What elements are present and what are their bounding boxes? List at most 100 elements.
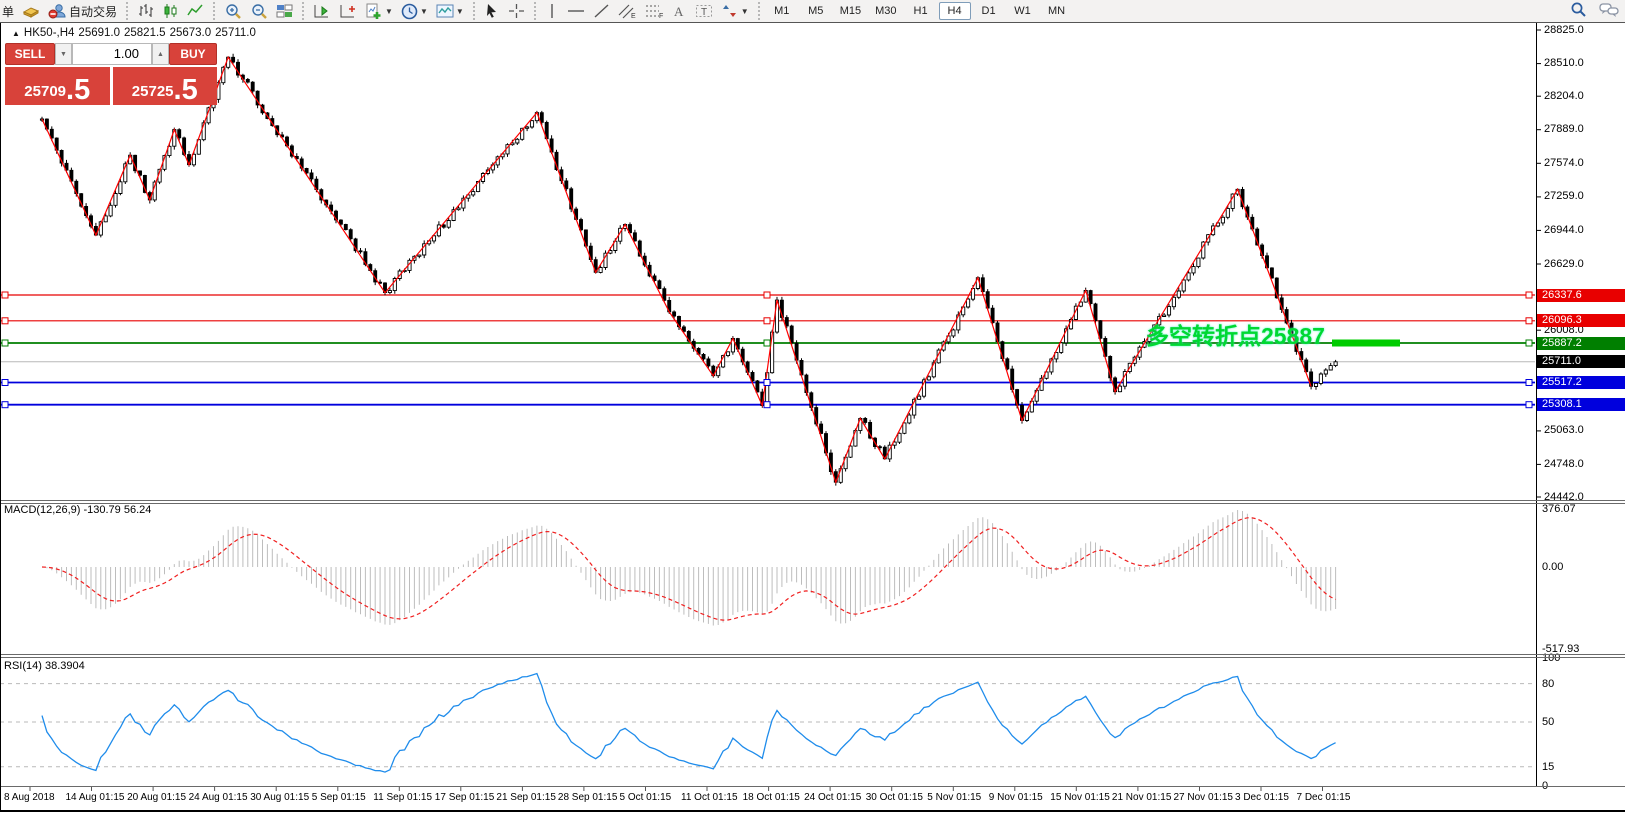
line-handle[interactable] <box>1525 401 1533 409</box>
history-center-icon[interactable] <box>18 1 44 21</box>
line-handle[interactable] <box>1 291 9 299</box>
auto-trading-button[interactable]: 自动交易 <box>44 1 121 21</box>
time-axis-label: 3 Dec 01:15 <box>1235 792 1289 803</box>
search-icon[interactable] <box>1570 1 1587 21</box>
timeframe-button-MN[interactable]: MN <box>1047 5 1066 17</box>
volume-down-button[interactable]: ▼ <box>55 43 72 65</box>
horizontal-line-tool[interactable] <box>563 1 589 21</box>
line-handle[interactable] <box>763 339 771 347</box>
timeframe-button-H4[interactable]: H4 <box>938 2 971 20</box>
line-handle[interactable] <box>763 291 771 299</box>
macd-label: MACD(12,26,9) -130.79 56.24 <box>4 504 152 516</box>
time-axis-label: 30 Aug 01:15 <box>250 792 310 803</box>
zoom-out-icon[interactable] <box>246 1 272 21</box>
rsi-label: RSI(14) 38.3904 <box>4 660 85 672</box>
buy-button[interactable]: BUY <box>169 43 217 65</box>
timeframe-button-M30[interactable]: M30 <box>875 5 897 17</box>
line-handle[interactable] <box>1 317 9 325</box>
price-level-tag-26337.6: 26337.6 <box>1537 288 1625 302</box>
candle-wicks <box>41 53 1337 486</box>
pane-divider[interactable] <box>0 657 1625 658</box>
text-tool[interactable]: A <box>668 1 691 21</box>
price-tick-label: 27574.0 <box>1544 156 1584 169</box>
pane-divider[interactable] <box>0 503 1625 504</box>
bull-candles <box>39 56 1338 483</box>
timeframe-button-H1[interactable]: H1 <box>913 5 928 17</box>
new-order-button[interactable]: 单 <box>2 4 15 19</box>
bear-candles <box>44 56 1314 483</box>
timeframe-button-M5[interactable]: M5 <box>808 5 824 17</box>
vertical-line-tool[interactable] <box>541 1 563 21</box>
trendline-tool[interactable] <box>589 1 614 21</box>
time-axis-label: 14 Aug 01:15 <box>65 792 125 803</box>
collapse-trade-panel-icon[interactable]: ▲ <box>12 29 20 38</box>
text-label-tool[interactable]: T <box>691 1 717 21</box>
pane-divider[interactable] <box>0 500 1625 501</box>
auto-scroll-icon[interactable] <box>335 1 361 21</box>
line-handle[interactable] <box>1 339 9 347</box>
line-handle[interactable] <box>1 401 9 409</box>
price-tick-label: 24748.0 <box>1544 457 1584 470</box>
line-handle[interactable] <box>1525 317 1533 325</box>
chat-icon[interactable] <box>1599 2 1619 21</box>
svg-text:T: T <box>701 7 707 18</box>
template-button[interactable]: ▼ <box>432 1 468 21</box>
arrows-tool[interactable]: ▼ <box>717 1 753 21</box>
rsi-scale-label: 15 <box>1542 760 1555 773</box>
line-handle[interactable] <box>763 379 771 386</box>
annotation-text[interactable]: 多空转折点25887 <box>1146 323 1325 349</box>
cursor-icon[interactable] <box>480 1 504 21</box>
equidistant-channel-tool[interactable]: E <box>614 1 641 21</box>
line-handle[interactable] <box>763 401 771 409</box>
line-handle[interactable] <box>763 317 771 325</box>
window-bottom-border <box>0 810 1625 812</box>
time-axis-label: 28 Sep 01:15 <box>557 792 618 803</box>
chevron-down-icon[interactable]: ▼ <box>419 6 428 16</box>
svg-text:E: E <box>631 13 636 19</box>
timeframe-button-D1[interactable]: D1 <box>981 5 996 17</box>
sell-button[interactable]: SELL <box>5 43 55 65</box>
chevron-down-icon[interactable]: ▼ <box>740 6 749 16</box>
time-axis-label: 30 Oct 01:15 <box>865 792 923 803</box>
time-axis-label: 5 Sep 01:15 <box>311 792 366 803</box>
tile-windows-icon[interactable] <box>272 1 297 21</box>
rsi-scale-label: 50 <box>1542 716 1555 728</box>
line-handle[interactable] <box>1525 339 1533 347</box>
pane-divider[interactable] <box>0 654 1625 655</box>
timeframe-button-M15[interactable]: M15 <box>839 5 862 17</box>
rsi-scale-label: 80 <box>1542 677 1555 690</box>
volume-up-button[interactable]: ▲ <box>152 43 169 65</box>
line-chart-icon[interactable] <box>183 1 208 21</box>
time-axis-label: 18 Oct 01:15 <box>742 792 800 803</box>
separator <box>533 2 536 20</box>
line-handle[interactable] <box>1525 291 1533 299</box>
buy-price-box[interactable]: 25725 .5 <box>112 67 217 105</box>
crosshair-icon[interactable] <box>504 1 529 21</box>
period-button[interactable]: ▼ <box>397 1 432 21</box>
timeframe-button-M1[interactable]: M1 <box>774 5 790 17</box>
chevron-down-icon[interactable]: ▼ <box>385 6 393 16</box>
macd-scale-label: 0.00 <box>1542 561 1564 573</box>
separator <box>126 2 129 20</box>
macd-signal-line <box>41 517 1336 621</box>
price-level-tag-25308.1: 25308.1 <box>1537 398 1625 412</box>
volume-input[interactable]: 1.00 <box>72 43 152 65</box>
time-axis-label: 11 Sep 01:15 <box>373 792 433 803</box>
timeframe-button-W1[interactable]: W1 <box>1014 5 1031 17</box>
line-handle[interactable] <box>1 379 9 386</box>
zigzag-line[interactable] <box>41 55 1312 485</box>
fibonacci-tool[interactable]: F <box>641 1 668 21</box>
candlestick-chart-icon[interactable] <box>158 1 183 21</box>
gold-box-icon <box>22 7 40 18</box>
zoom-in-icon[interactable] <box>220 1 246 21</box>
add-indicator-button[interactable]: ▼ <box>361 1 397 21</box>
price-tick-label: 28825.0 <box>1544 23 1584 36</box>
timeframe-group: M1 M5 M15 M30 H1 H4 D1 W1 MN <box>765 2 1074 20</box>
bar-chart-icon[interactable] <box>133 1 158 21</box>
chevron-down-icon[interactable]: ▼ <box>455 6 464 16</box>
time-axis-label: 21 Sep 01:15 <box>496 792 556 803</box>
chart-shift-icon[interactable] <box>309 1 335 21</box>
sell-price-box[interactable]: 25709 .5 <box>5 67 110 105</box>
line-handle[interactable] <box>1525 379 1533 386</box>
